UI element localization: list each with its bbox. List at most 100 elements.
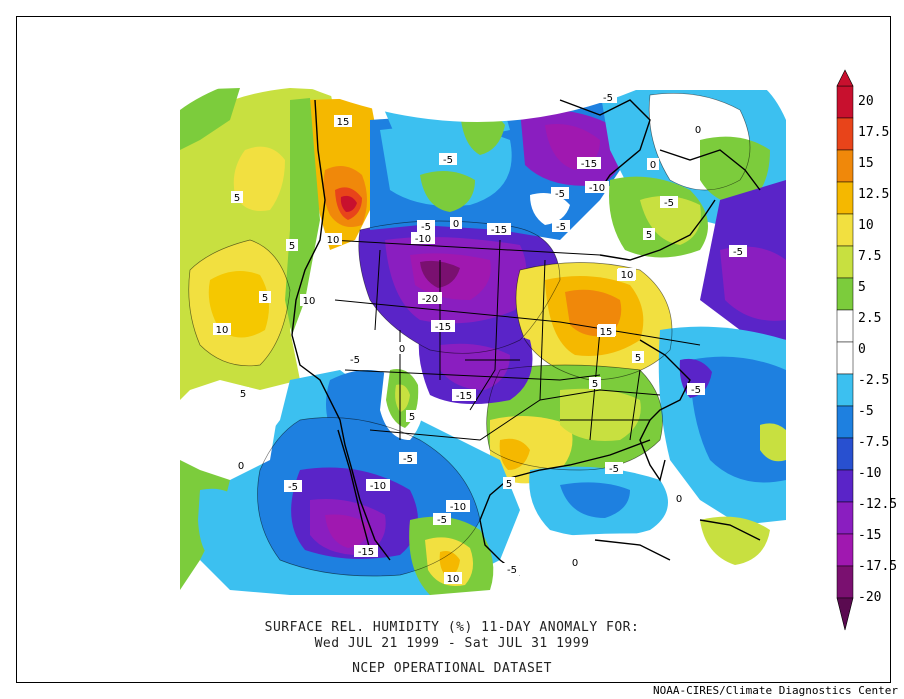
contour-label: 10 — [216, 325, 229, 336]
contour-label-box — [439, 153, 457, 165]
contour-label: -5 — [603, 93, 613, 104]
contour-label-box — [632, 351, 644, 363]
contour-label: 10 — [327, 235, 340, 246]
colorbar-cell — [836, 469, 854, 503]
contour-label: -15 — [491, 225, 507, 236]
colorbar-tick-label: 7.5 — [858, 249, 882, 264]
caption-dataset: NCEP OPERATIONAL DATASET — [352, 661, 552, 676]
contour-label: -5 — [437, 515, 447, 526]
colorbar-tick-label: 2.5 — [858, 311, 882, 326]
colorbar-cell — [836, 245, 854, 279]
contour-label: 0 — [238, 461, 244, 472]
contour-label-box — [487, 223, 511, 235]
contour-label-box — [577, 157, 601, 169]
contour-label-box — [417, 220, 435, 232]
contour-label-box — [396, 342, 408, 354]
contour-label: -15 — [358, 547, 374, 558]
contour-label-box — [444, 572, 462, 584]
contour-label: -5 — [555, 189, 565, 200]
credit-text: NOAA-CIRES/Climate Diagnostics Center — [652, 684, 898, 697]
colorbar-tick-label: -2.5 — [858, 373, 890, 388]
colorbar-tick-label: 17.5 — [858, 125, 890, 140]
caption-date-range: Wed JUL 21 1999 - Sat JUL 31 1999 — [314, 636, 590, 651]
contour-label-box — [433, 513, 451, 525]
contour-label-box — [324, 233, 342, 245]
colorbar-tick-label: -12.5 — [858, 497, 898, 512]
contour-label: -5 — [664, 198, 674, 209]
contour-label-box — [286, 239, 298, 251]
colorbar-cell — [836, 437, 854, 471]
contour-label-box — [503, 563, 521, 575]
contour-label-box — [406, 410, 418, 422]
contour-label-box — [259, 291, 271, 303]
colorbar-tick-label: -15 — [858, 528, 882, 543]
contour-label-box — [235, 459, 247, 471]
colorbar-cell — [836, 309, 854, 343]
contour-label-box — [399, 452, 417, 464]
contour-label: 5 — [289, 241, 295, 252]
contour-label-box — [585, 181, 609, 193]
contour-label: -15 — [435, 322, 451, 333]
contour-label: 0 — [676, 494, 682, 505]
contour-label-box — [569, 556, 581, 568]
contour-label: -10 — [370, 481, 386, 492]
contour-label-box — [366, 479, 390, 491]
colorbar-cell — [836, 149, 854, 183]
contour-label: -20 — [422, 294, 438, 305]
colorbar-tick-label: -20 — [858, 590, 882, 605]
contour-label: -15 — [581, 159, 597, 170]
colorbar-cell — [836, 501, 854, 535]
colorbar-tick-label: -7.5 — [858, 435, 890, 450]
contour-label: 5 — [506, 479, 512, 490]
colorbar-tick-label: 5 — [858, 280, 866, 295]
contour-label-box — [643, 228, 655, 240]
colorbar-cell — [836, 533, 854, 567]
contour-label-box — [334, 115, 352, 127]
colorbar-tick-label: 20 — [858, 94, 874, 109]
contour-label: -10 — [589, 183, 605, 194]
contour-label: 0 — [572, 558, 578, 569]
colorbar-cell — [836, 85, 854, 119]
contour-label-box — [618, 268, 636, 280]
colorbar-cell — [836, 341, 854, 375]
contour-label: 0 — [399, 344, 405, 355]
contour-label: -5 — [443, 155, 453, 166]
contour-label: -5 — [288, 482, 298, 493]
contour-label-box — [605, 462, 623, 474]
contour-label: 5 — [240, 389, 246, 400]
contour-label: 5 — [409, 412, 415, 423]
contour-label-box — [411, 232, 435, 244]
contour-label-box — [452, 389, 476, 401]
contour-label-box — [446, 500, 470, 512]
contour-label-box — [552, 220, 570, 232]
colorbar-cell — [836, 213, 854, 247]
contour-label-box — [660, 196, 678, 208]
contour-label: 15 — [337, 117, 350, 128]
colorbar-cell — [836, 565, 854, 599]
colorbar-cell — [836, 117, 854, 151]
contour-label: -10 — [450, 502, 466, 513]
contour-label-box — [284, 480, 302, 492]
contour-label-box — [418, 292, 442, 304]
contour-label: -5 — [609, 464, 619, 475]
colorbar-tick-label: 10 — [858, 218, 874, 233]
contour-label: 10 — [447, 574, 460, 585]
contour-label: -5 — [403, 454, 413, 465]
contour-label: 0 — [650, 160, 656, 171]
contour-label: 10 — [303, 296, 316, 307]
contour-label-box — [589, 377, 601, 389]
colorbar-cell — [836, 405, 854, 439]
contour-label: 5 — [592, 379, 598, 390]
colorbar-tick-label: -17.5 — [858, 559, 898, 574]
colorbar-cell — [836, 277, 854, 311]
contour-label: -10 — [415, 234, 431, 245]
contour-label-box — [647, 158, 659, 170]
contour-label: -5 — [421, 222, 431, 233]
contour-label-box — [597, 325, 615, 337]
caption-title: SURFACE REL. HUMIDITY (%) 11-DAY ANOMALY… — [264, 620, 640, 635]
contour-label-box — [237, 387, 249, 399]
contour-label: 0 — [695, 125, 701, 136]
contour-label: -5 — [556, 222, 566, 233]
